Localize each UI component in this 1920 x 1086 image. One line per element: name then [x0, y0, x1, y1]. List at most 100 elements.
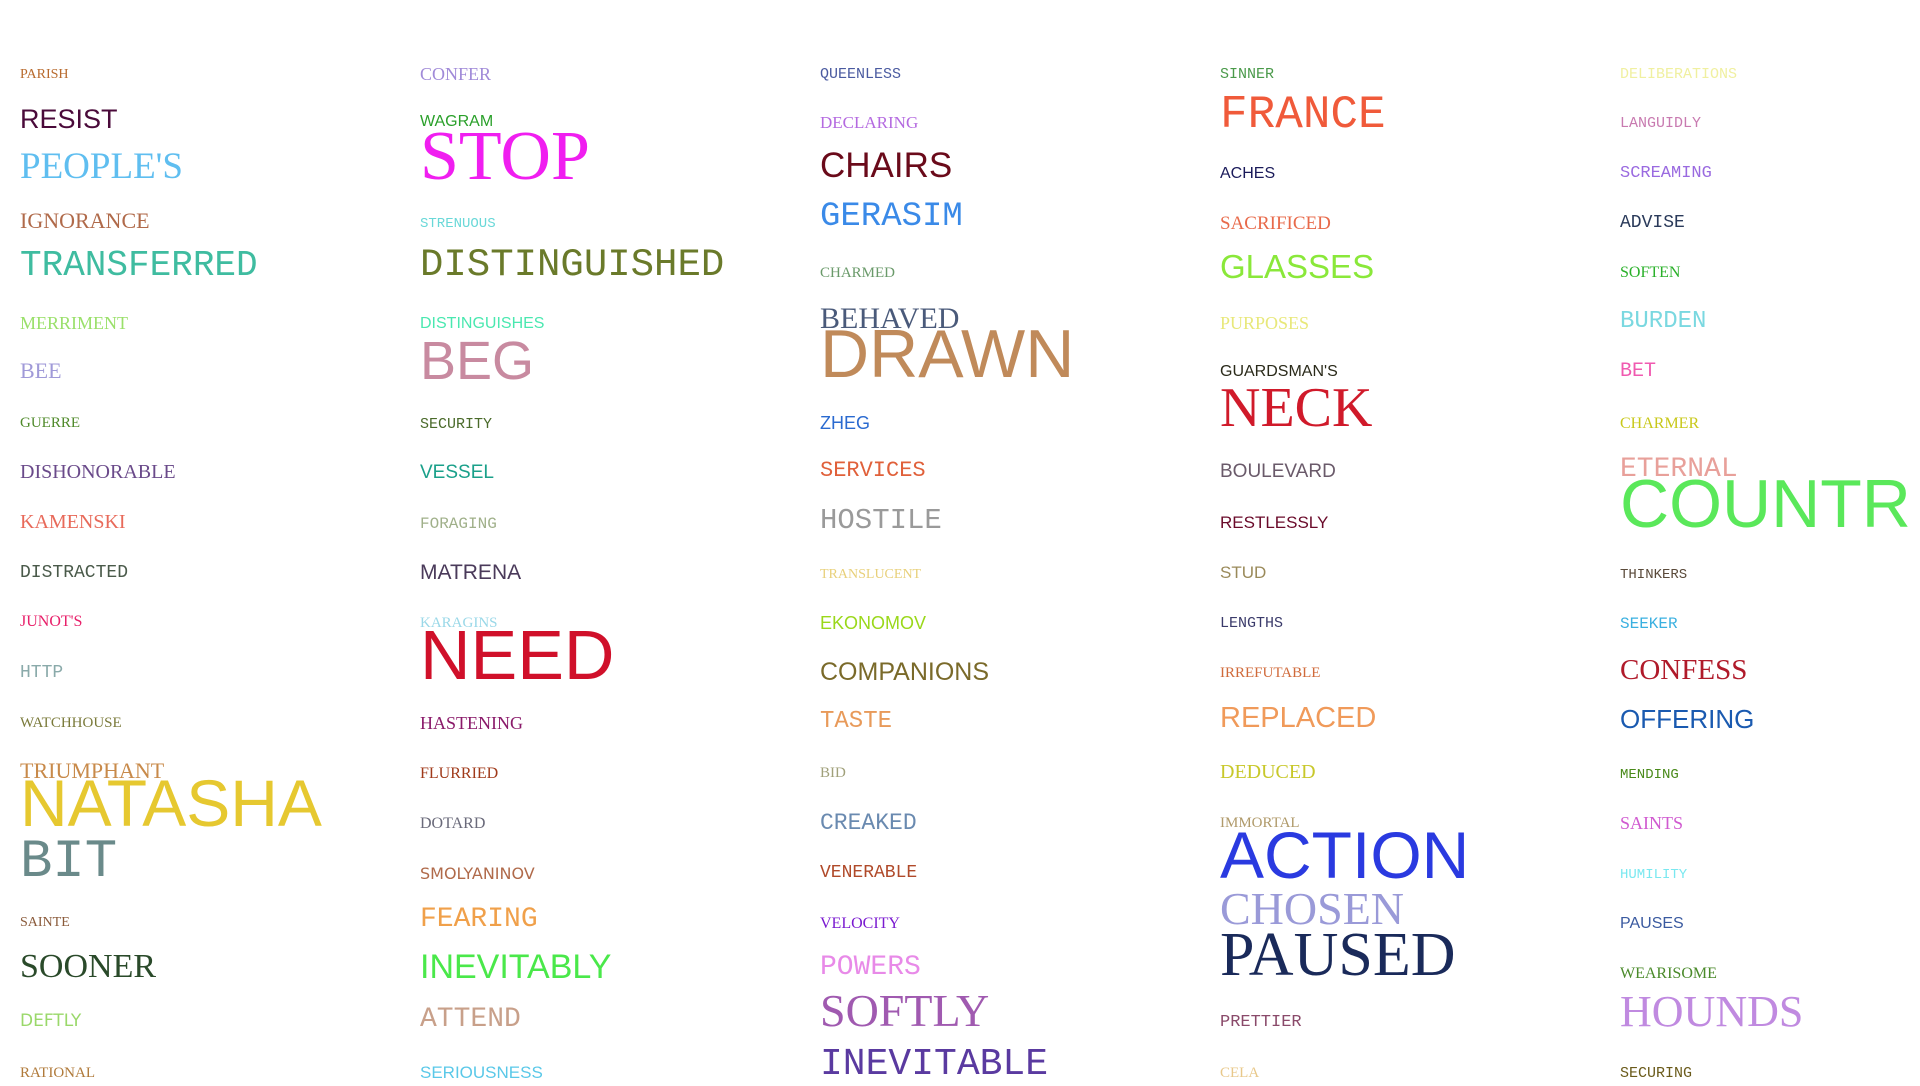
word: BEHAVED: [820, 302, 960, 335]
word: TRANSFERRED: [20, 245, 258, 286]
word: SERVICES: [820, 458, 926, 483]
word: GUARDSMAN'S: [1220, 363, 1338, 380]
word: PAUSES: [1620, 915, 1684, 932]
word: PRETTIER: [1220, 1013, 1302, 1032]
word: GERASIM: [820, 198, 963, 236]
word-column-2: CONFER WAGRAM STOP STRENUOUS DISTINGUISH…: [420, 0, 820, 1081]
word: SMOLYANINOV: [420, 864, 535, 883]
word: STOP: [420, 118, 590, 195]
word: CHARMER: [1620, 415, 1700, 432]
word: DISTRACTED: [20, 563, 129, 583]
word: IRREFUTABLE: [1220, 665, 1321, 681]
word: WATCHHOUSE: [20, 715, 122, 731]
word: OFFERING: [1620, 704, 1755, 734]
word: DRAWN: [820, 316, 1075, 392]
word: ZHEG: [820, 413, 871, 433]
word: ACTION: [1220, 818, 1470, 892]
word: LANGUIDLY: [1620, 115, 1702, 132]
word: ATTEND: [420, 1004, 521, 1035]
word: HOUNDS: [1620, 987, 1804, 1036]
word: MATRENA: [420, 561, 522, 584]
word: SECURITY: [420, 416, 493, 433]
word: DELIBERATIONS: [1620, 66, 1738, 83]
word: BID: [820, 765, 846, 781]
word: TRIUMPHANT: [20, 758, 165, 783]
word: VENERABLE: [820, 863, 918, 883]
word: HTTP: [20, 663, 64, 683]
word: DEFTLY: [20, 1011, 82, 1031]
word-column-4: SINNER FRANCE ACHES SACRIFICED GLASSES P…: [1220, 0, 1620, 1081]
word: STUD: [1220, 563, 1267, 582]
word: SOONER: [20, 948, 157, 985]
word: RATIONAL: [20, 1065, 95, 1081]
word: LENGTHS: [1220, 615, 1284, 632]
word: FEARING: [420, 904, 538, 935]
word: FRANCE: [1220, 89, 1386, 141]
word: SEEKER: [1620, 615, 1678, 633]
word: NATASHA: [20, 766, 322, 840]
word: EKONOMOV: [820, 613, 927, 633]
word: CHARMED: [820, 265, 896, 281]
word: INEVITABLE: [820, 1043, 1049, 1086]
word: CHOSEN: [1220, 883, 1405, 934]
word: BIT: [20, 832, 118, 893]
word: CHAIRS: [820, 146, 953, 185]
word: ADVISE: [1620, 213, 1685, 233]
word: NECK: [1220, 377, 1373, 439]
word: SECURING: [1620, 1065, 1693, 1080]
word: SCREAMING: [1620, 164, 1712, 183]
word: WEARISOME: [1620, 965, 1717, 982]
word: ETERNAL: [1620, 454, 1738, 485]
word: BET: [1620, 360, 1657, 383]
word-column-3: QUEENLESS DECLARING CHAIRS GERASIM CHARM…: [820, 0, 1220, 1084]
word: TRANSLUCENT: [820, 567, 922, 582]
word: DISTINGUISHED: [420, 243, 725, 287]
word: SAINTE: [20, 915, 70, 930]
word: QUEENLESS: [820, 66, 902, 83]
word: TASTE: [820, 708, 893, 735]
word: JUNOT'S: [20, 613, 83, 630]
word: DISTINGUISHES: [420, 315, 545, 332]
word: HUMILITY: [1620, 867, 1688, 883]
word: PAUSED: [1220, 921, 1456, 989]
word: FLURRIED: [420, 765, 499, 782]
word: RESIST: [20, 104, 118, 134]
word: FORAGING: [420, 515, 497, 533]
word: PURPOSES: [1220, 313, 1310, 333]
word-column-5: DELIBERATIONS LANGUIDLY SCREAMING ADVISE…: [1620, 0, 1920, 1080]
word: HASTENING: [420, 713, 523, 733]
word: CONFER: [420, 64, 492, 84]
word: SOFTEN: [1620, 264, 1681, 281]
word: DISHONORABLE: [20, 461, 176, 483]
word: COMPANIONS: [820, 658, 989, 686]
word: CELA: [1220, 1065, 1260, 1081]
word: WAGRAM: [420, 113, 494, 130]
word: BEE: [20, 358, 62, 383]
word: VELOCITY: [820, 915, 900, 932]
word: DEDUCED: [1220, 761, 1316, 783]
word: BOULEVARD: [1220, 461, 1336, 482]
word: STRENUOUS: [420, 216, 496, 232]
word: SINNER: [1220, 66, 1275, 83]
word: CONFESS: [1620, 654, 1748, 686]
word: HOSTILE: [820, 504, 942, 537]
word-column-1: PARISH RESIST PEOPLE'S IGNORANCE TRANSFE…: [20, 0, 420, 1081]
word: MENDING: [1620, 767, 1679, 783]
word: CREAKED: [820, 810, 917, 836]
word: IGNORANCE: [20, 208, 150, 233]
word: GUERRE: [20, 415, 80, 431]
word: BURDEN: [1620, 308, 1707, 335]
word: BEG: [420, 331, 535, 391]
word: POWERS: [820, 952, 921, 983]
word: SACRIFICED: [1220, 213, 1331, 234]
word: ACHES: [1220, 165, 1276, 182]
word: MERRIMENT: [20, 313, 128, 333]
word: SAINTS: [1620, 813, 1684, 833]
word: THINKERS: [1620, 567, 1688, 583]
word: INEVITABLY: [420, 948, 612, 986]
word: REPLACED: [1220, 702, 1377, 734]
word: SOFTLY: [820, 985, 990, 1036]
word: COUNTR: [1620, 466, 1911, 542]
word: PARISH: [20, 67, 69, 82]
